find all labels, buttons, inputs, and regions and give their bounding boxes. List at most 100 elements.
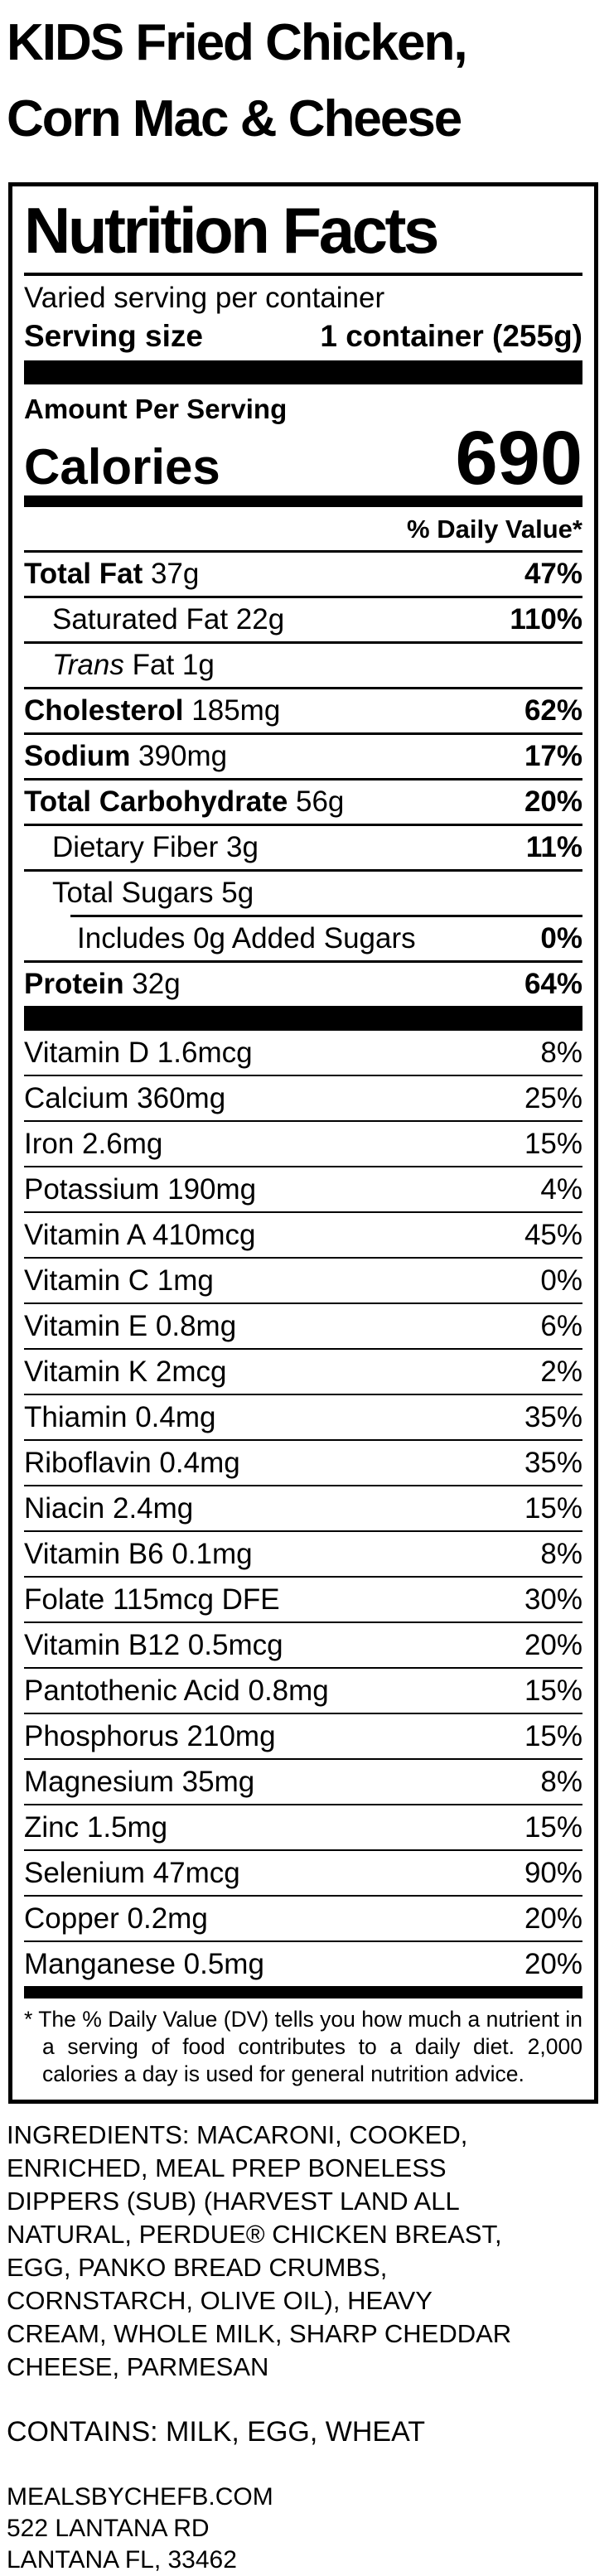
nutrient-row: Niacin 2.4mg 15% <box>24 1485 582 1530</box>
nutrient-row: Magnesium 35mg 8% <box>24 1758 582 1804</box>
nutrient-row: Riboflavin 0.4mg 35% <box>24 1439 582 1485</box>
calories-label: Calories <box>24 439 220 495</box>
nutrient-name: Niacin 2.4mg <box>24 1491 194 1525</box>
nutrient-name: Thiamin 0.4mg <box>24 1400 216 1433</box>
nutrient-daily-value: 35% <box>524 1400 582 1433</box>
nutrient-row: Pantothenic Acid 0.8mg 15% <box>24 1667 582 1713</box>
nutrient-daily-value: 2% <box>540 1355 582 1388</box>
nutrient-name: Trans Fat 1g <box>52 649 215 681</box>
nutrient-row: Total Fat 37g 47% <box>24 550 582 596</box>
medium-divider-bar <box>24 495 582 507</box>
nutrient-row: Folate 115mcg DFE 30% <box>24 1576 582 1621</box>
nutrient-daily-value: 25% <box>524 1081 582 1114</box>
medium-divider-bar <box>24 1986 582 1998</box>
nutrient-daily-value: 8% <box>540 1537 582 1570</box>
nutrient-name: Vitamin B6 0.1mg <box>24 1537 253 1570</box>
nutrient-name: Dietary Fiber 3g <box>52 831 259 863</box>
nutrient-daily-value: 15% <box>524 1719 582 1752</box>
product-title-line2: Corn Mac & Cheese <box>7 90 462 147</box>
product-title-line1: KIDS Fried Chicken, <box>7 14 468 71</box>
nutrient-row: Total Sugars 5g <box>24 869 582 915</box>
nutrient-row: Includes 0g Added Sugars 0% <box>70 915 582 960</box>
footnote: * The % Daily Value (DV) tells you how m… <box>24 1998 582 2100</box>
nutrient-name: Potassium 190mg <box>24 1172 257 1206</box>
nutrient-daily-value: 45% <box>524 1218 582 1251</box>
nutrient-daily-value: 20% <box>524 1628 582 1661</box>
divider <box>24 273 582 276</box>
nutrient-row: Total Carbohydrate 56g 20% <box>24 778 582 824</box>
nutrient-row: Protein 32g 64% <box>24 960 582 1006</box>
nutrient-row: Saturated Fat 22g 110% <box>24 596 582 641</box>
nutrient-row: Thiamin 0.4mg 35% <box>24 1394 582 1439</box>
thick-divider-bar <box>24 360 582 384</box>
nutrient-name: Cholesterol 185mg <box>24 694 281 727</box>
nutrient-daily-value: 90% <box>524 1856 582 1889</box>
amount-per-serving-label: Amount Per Serving <box>24 394 288 424</box>
nutrient-daily-value: 8% <box>540 1765 582 1798</box>
servings-per-container: Varied serving per container <box>24 282 385 314</box>
nutrient-name: Total Carbohydrate 56g <box>24 785 345 818</box>
nutrient-name: Saturated Fat 22g <box>52 603 285 636</box>
serving-size-label: Serving size <box>24 319 203 353</box>
footer-address-line1: 522 LANTANA RD <box>7 2515 210 2542</box>
nutrient-daily-value: 15% <box>524 1491 582 1525</box>
micronutrient-rows: Vitamin D 1.6mcg 8% Calcium 360mg 25% Iron 2… <box>24 1031 582 1986</box>
footnote-text: * The % Daily Value (DV) tells you how m… <box>24 2007 582 2086</box>
footer: MEALSBYCHEFB.COM 522 LANTANA RD LANTANA … <box>7 2482 601 2576</box>
serving-size-value: 1 container (255g) <box>320 319 582 353</box>
nutrient-name: Vitamin D 1.6mcg <box>24 1036 253 1069</box>
nutrient-row: Vitamin D 1.6mcg 8% <box>24 1031 582 1075</box>
nutrient-name: Vitamin A 410mcg <box>24 1218 256 1251</box>
nutrient-daily-value: 0% <box>540 1264 582 1297</box>
nutrient-daily-value: 17% <box>524 740 582 772</box>
nutrient-row: Selenium 47mcg 90% <box>24 1849 582 1895</box>
nutrient-name: Total Sugars 5g <box>52 877 254 909</box>
nutrient-row: Vitamin B6 0.1mg 8% <box>24 1530 582 1576</box>
nutrient-daily-value: 62% <box>524 694 582 727</box>
nutrient-row: Dietary Fiber 3g 11% <box>24 824 582 869</box>
nutrient-row: Phosphorus 210mg 15% <box>24 1713 582 1758</box>
nutrient-daily-value: 110% <box>510 603 582 636</box>
nutrient-row: Vitamin B12 0.5mcg 20% <box>24 1621 582 1667</box>
nutrient-name: Protein 32g <box>24 968 181 1000</box>
nutrient-name: Vitamin C 1mg <box>24 1264 214 1297</box>
nutrient-name: Manganese 0.5mg <box>24 1947 264 1980</box>
main-nutrient-rows: Total Fat 37g 47% Saturated Fat 22g 110% Tra… <box>24 550 582 1006</box>
nutrient-name: Selenium 47mcg <box>24 1856 240 1889</box>
nutrient-name: Pantothenic Acid 0.8mg <box>24 1674 329 1707</box>
nutrient-row: Iron 2.6mg 15% <box>24 1120 582 1166</box>
serving-size-row: Serving size 1 container (255g) <box>24 317 582 355</box>
nutrient-row: Potassium 190mg 4% <box>24 1166 582 1211</box>
nutrient-row: Vitamin E 0.8mg 6% <box>24 1302 582 1348</box>
thick-divider-bar <box>24 1006 582 1031</box>
nutrient-row: Calcium 360mg 25% <box>24 1075 582 1120</box>
nutrient-name: Folate 115mcg DFE <box>24 1583 280 1616</box>
nutrient-name: Vitamin E 0.8mg <box>24 1309 237 1342</box>
nutrient-daily-value: 11% <box>525 831 582 863</box>
nutrient-daily-value: 15% <box>524 1810 582 1844</box>
nutrient-name: Zinc 1.5mg <box>24 1810 168 1844</box>
footer-website: MEALSBYCHEFB.COM <box>7 2483 273 2511</box>
nutrient-name: Calcium 360mg <box>24 1081 226 1114</box>
nutrition-facts-label: Nutrition Facts Varied serving per conta… <box>8 182 598 2104</box>
nutrient-name: Vitamin B12 0.5mcg <box>24 1628 283 1661</box>
nutrient-row: Vitamin A 410mcg 45% <box>24 1211 582 1257</box>
nutrient-daily-value: 20% <box>524 785 582 818</box>
nutrient-row: Vitamin K 2mcg 2% <box>24 1348 582 1394</box>
calories-row: Calories 690 <box>24 420 582 496</box>
nutrient-name: Iron 2.6mg <box>24 1127 163 1160</box>
nutrient-daily-value: 30% <box>524 1583 582 1616</box>
nutrient-row: Trans Fat 1g <box>24 641 582 687</box>
nutrient-daily-value: 47% <box>524 558 582 590</box>
nutrient-row: Sodium 390mg 17% <box>24 732 582 778</box>
footer-address-line2: LANTANA FL, 33462 <box>7 2546 237 2574</box>
nutrient-daily-value: 0% <box>540 922 582 955</box>
product-title: KIDS Fried Chicken, Corn Mac & Cheese <box>7 5 609 157</box>
nutrient-daily-value: 64% <box>524 968 582 1000</box>
daily-value-header: % Daily Value* <box>407 515 582 544</box>
nutrient-name: Sodium 390mg <box>24 740 228 772</box>
nutrient-daily-value: 20% <box>524 1902 582 1935</box>
nutrient-name: Includes 0g Added Sugars <box>77 922 416 955</box>
nutrient-name: Vitamin K 2mcg <box>24 1355 227 1388</box>
nutrient-row: Manganese 0.5mg 20% <box>24 1940 582 1986</box>
